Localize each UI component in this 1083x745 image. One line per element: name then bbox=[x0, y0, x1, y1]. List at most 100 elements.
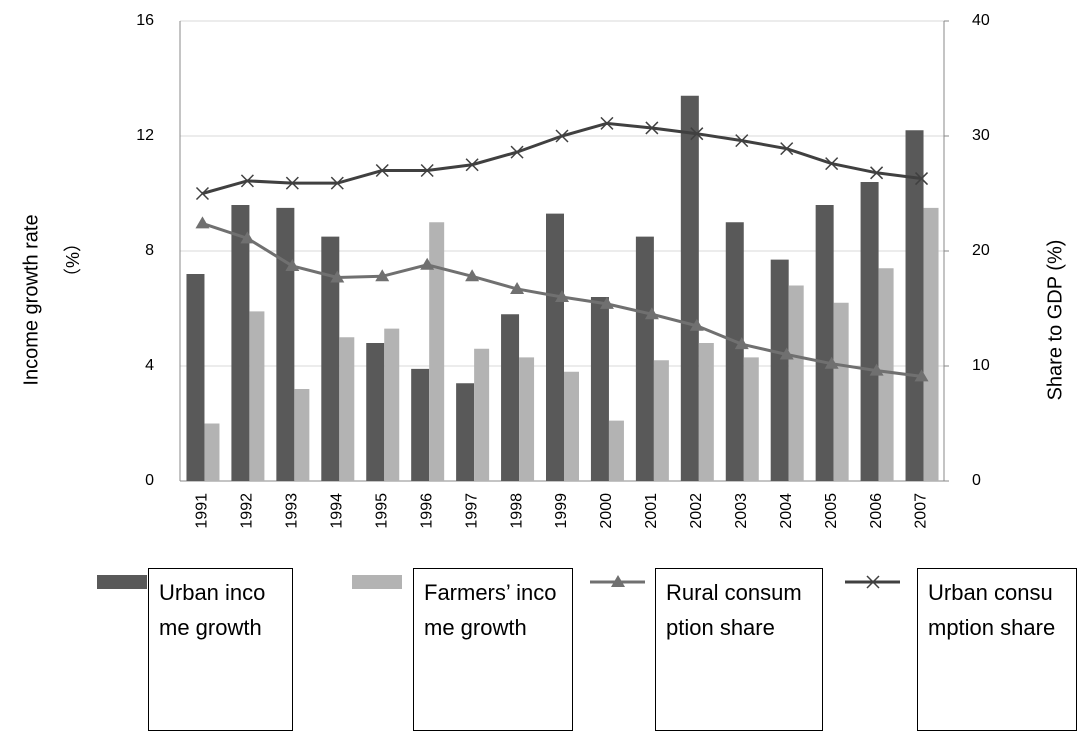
marker bbox=[510, 281, 525, 294]
marker bbox=[240, 231, 255, 244]
legend-label: Urban income growth bbox=[148, 568, 293, 731]
marker bbox=[465, 269, 480, 282]
bar bbox=[474, 348, 490, 481]
y-tick-label: 0 bbox=[145, 472, 154, 489]
bar bbox=[411, 368, 430, 481]
bar bbox=[339, 337, 355, 481]
bar bbox=[725, 222, 744, 481]
bar bbox=[698, 343, 714, 481]
marker bbox=[645, 121, 659, 135]
bar bbox=[743, 357, 759, 481]
marker bbox=[914, 172, 929, 186]
marker bbox=[869, 363, 884, 376]
y-tick-label: 4 bbox=[145, 357, 154, 374]
y-axis-label: （%） bbox=[63, 234, 83, 286]
x-tick-label: 1997 bbox=[463, 493, 480, 529]
x-tick-label: 1998 bbox=[508, 493, 525, 529]
y2-tick-label: 30 bbox=[972, 127, 990, 144]
marker bbox=[285, 176, 299, 190]
y2-axis-label: Share to GDP (%) bbox=[1044, 240, 1066, 401]
marker bbox=[825, 157, 839, 171]
marker bbox=[914, 369, 929, 382]
bar bbox=[249, 311, 265, 481]
marker bbox=[734, 337, 749, 350]
bar bbox=[564, 371, 579, 481]
marker bbox=[420, 257, 435, 270]
legend-label: Rural consumption share bbox=[655, 568, 823, 731]
legend-label: Farmers’ income growth bbox=[413, 568, 573, 731]
bar bbox=[923, 207, 939, 481]
y2-tick-label: 20 bbox=[972, 242, 990, 259]
x-tick-label: 2004 bbox=[778, 493, 795, 529]
x-tick-label: 1999 bbox=[553, 493, 570, 529]
bar bbox=[635, 236, 654, 481]
bar bbox=[384, 328, 400, 481]
marker bbox=[375, 269, 390, 282]
bar bbox=[590, 297, 609, 481]
y-tick-label: 16 bbox=[136, 12, 154, 29]
marker bbox=[330, 270, 345, 283]
line bbox=[202, 121, 922, 195]
y2-tick-label: 10 bbox=[972, 357, 990, 374]
x-tick-label: 2006 bbox=[868, 493, 885, 529]
bar bbox=[680, 95, 699, 481]
marker bbox=[644, 307, 659, 320]
marker bbox=[510, 145, 524, 159]
y2-tick-label: 40 bbox=[972, 12, 990, 29]
bar bbox=[501, 314, 520, 481]
marker bbox=[689, 318, 704, 331]
x-tick-label: 2003 bbox=[733, 493, 750, 529]
bar bbox=[186, 274, 205, 481]
legend-swatch bbox=[352, 575, 402, 589]
marker bbox=[824, 356, 839, 369]
bar bbox=[204, 423, 220, 481]
bar bbox=[231, 205, 250, 481]
marker bbox=[555, 129, 569, 143]
marker bbox=[330, 176, 344, 190]
marker bbox=[599, 296, 614, 309]
x-tick-label: 1992 bbox=[239, 493, 256, 529]
bar bbox=[860, 182, 879, 481]
y-tick-label: 12 bbox=[136, 127, 154, 144]
marker bbox=[866, 575, 880, 589]
bar bbox=[456, 383, 475, 481]
y-tick-label: 8 bbox=[145, 242, 154, 259]
marker bbox=[555, 290, 569, 302]
bar bbox=[653, 360, 669, 481]
marker bbox=[600, 116, 614, 130]
bar bbox=[276, 207, 295, 481]
x-tick-label: 1996 bbox=[418, 493, 435, 529]
x-tick-label: 1993 bbox=[284, 493, 301, 529]
bar bbox=[608, 420, 624, 481]
bar bbox=[294, 389, 310, 481]
bar bbox=[815, 205, 834, 481]
x-tick-label: 2000 bbox=[598, 493, 615, 529]
bar bbox=[770, 259, 789, 481]
bar bbox=[429, 222, 445, 481]
bar bbox=[321, 236, 340, 481]
bar bbox=[833, 302, 849, 481]
marker bbox=[780, 142, 794, 156]
marker bbox=[240, 174, 254, 188]
bar bbox=[788, 285, 804, 481]
x-tick-label: 1994 bbox=[329, 493, 346, 529]
x-tick-label: 2005 bbox=[823, 493, 840, 529]
legend-label: Urban consumption share bbox=[917, 568, 1077, 731]
marker bbox=[195, 186, 210, 201]
marker bbox=[285, 258, 300, 271]
marker bbox=[195, 216, 210, 229]
marker bbox=[420, 163, 434, 178]
marker bbox=[735, 134, 749, 148]
marker bbox=[779, 347, 794, 360]
marker bbox=[870, 166, 884, 180]
marker bbox=[375, 163, 389, 178]
y-axis-label: Income growth rate bbox=[20, 214, 42, 385]
y2-tick-label: 0 bbox=[972, 472, 981, 489]
bar bbox=[546, 213, 564, 481]
x-tick-label: 1995 bbox=[373, 493, 390, 529]
bar bbox=[366, 343, 385, 481]
x-tick-label: 2002 bbox=[688, 493, 705, 529]
bar bbox=[519, 357, 535, 481]
